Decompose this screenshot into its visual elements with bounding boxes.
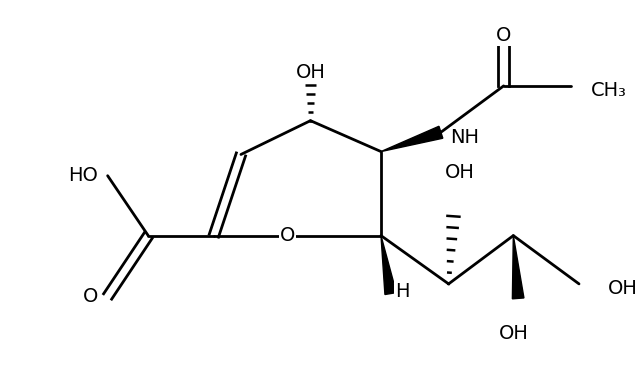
Text: OH: OH bbox=[499, 324, 528, 343]
Text: OH: OH bbox=[608, 279, 638, 298]
Text: O: O bbox=[83, 287, 98, 306]
Polygon shape bbox=[381, 126, 443, 152]
Text: OH: OH bbox=[445, 163, 475, 182]
Text: O: O bbox=[280, 226, 295, 245]
Polygon shape bbox=[381, 236, 396, 294]
Text: H: H bbox=[395, 282, 410, 301]
Text: HO: HO bbox=[68, 166, 98, 185]
Polygon shape bbox=[513, 236, 524, 299]
Text: CH₃: CH₃ bbox=[591, 81, 627, 100]
Text: O: O bbox=[496, 26, 511, 45]
Text: NH: NH bbox=[451, 127, 479, 147]
Text: OH: OH bbox=[296, 63, 325, 82]
